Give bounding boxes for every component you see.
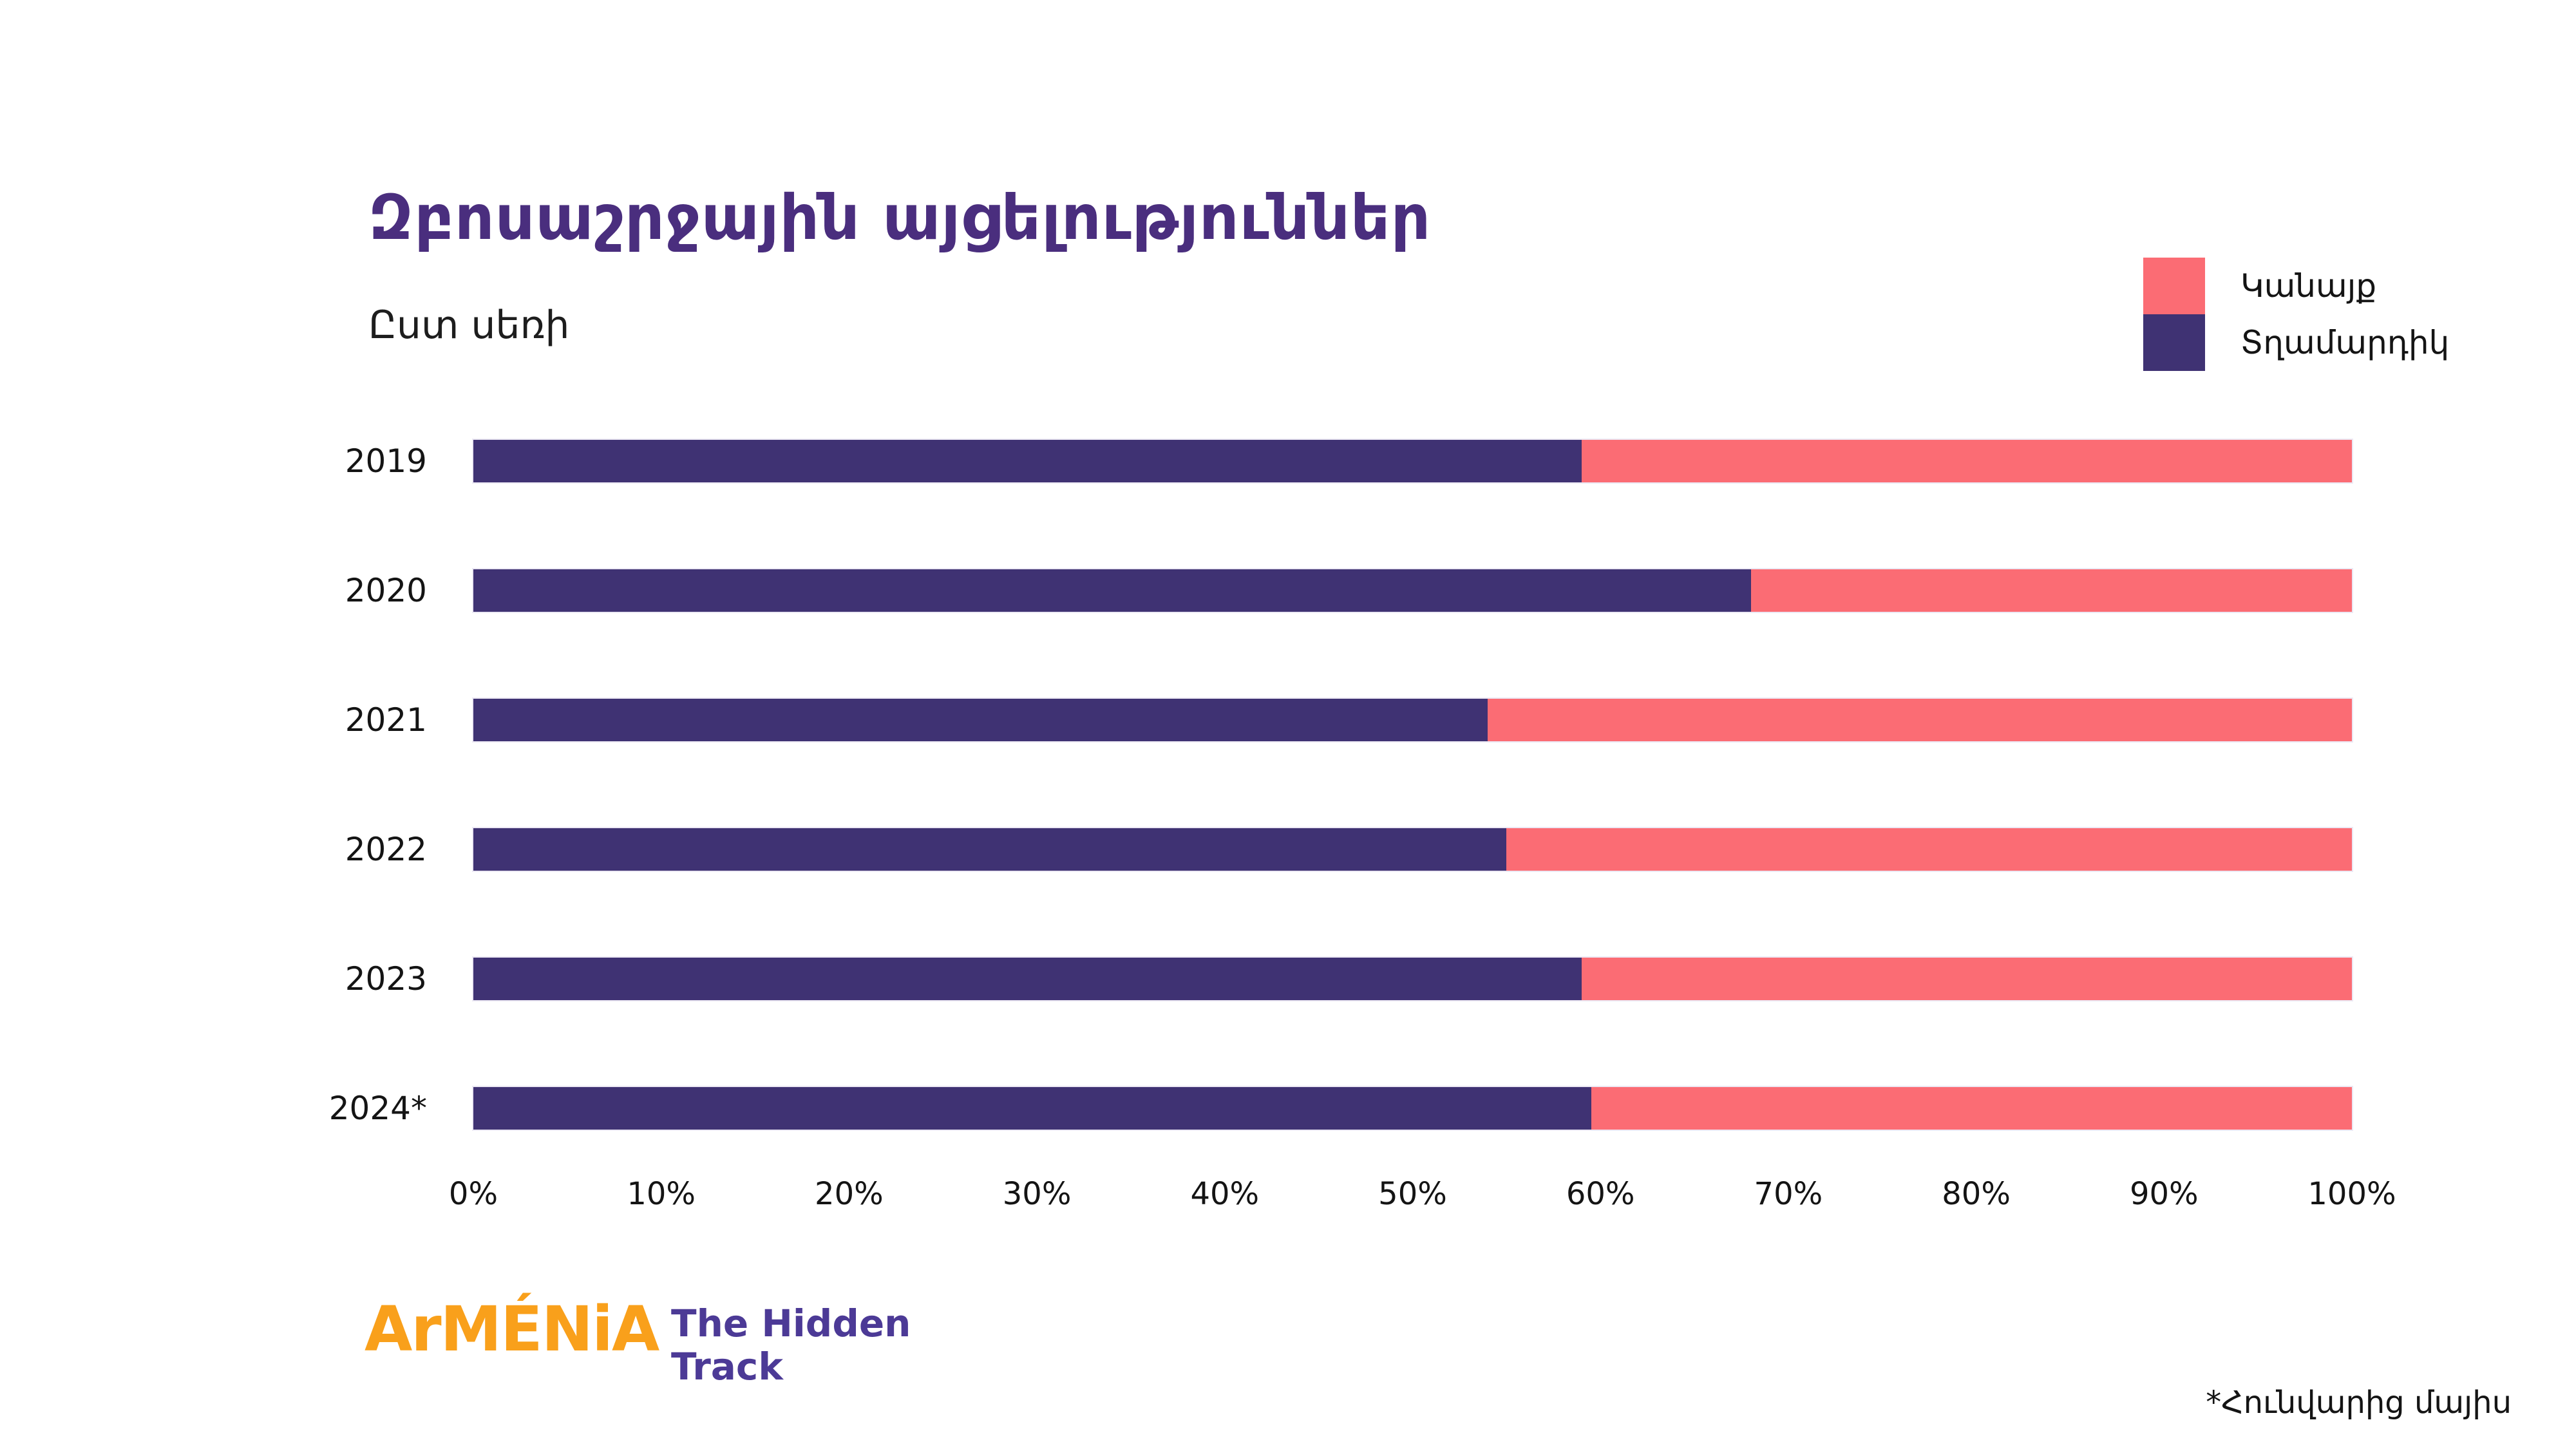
x-axis-tick: 20%	[815, 1176, 884, 1212]
x-axis-tick: 0%	[448, 1176, 498, 1212]
bar-segment-men	[473, 1087, 1591, 1130]
year-label: 2023	[345, 960, 427, 998]
legend: Կանայք Տղամարդիկ	[2143, 258, 2449, 371]
x-axis-tick: 90%	[2129, 1176, 2199, 1212]
logo-tagline-line2: Track	[671, 1345, 783, 1389]
bar-segment-women	[1750, 569, 2352, 612]
legend-swatch-women	[2143, 258, 2205, 314]
x-axis: 0% 10% 20% 30% 40% 50% 60% 70% 80% 90% 100%	[449, 1176, 2396, 1221]
x-axis-tick: 50%	[1378, 1176, 1447, 1212]
bar-segment-women	[1582, 440, 2352, 482]
bar-segment-women	[1591, 1087, 2352, 1130]
legend-label-women: Կանայք	[2240, 267, 2377, 305]
bar-segment-women	[1506, 828, 2352, 871]
bar-row-2024: 2024*	[329, 1087, 2352, 1130]
year-label: 2024*	[328, 1090, 427, 1127]
bar-row-2020: 2020	[345, 569, 2352, 612]
bar-segment-men	[473, 569, 1751, 612]
x-axis-tick: 40%	[1190, 1176, 1260, 1212]
footnote: *Հունվարից մայիս	[2206, 1385, 2512, 1421]
year-label: 2020	[345, 572, 427, 609]
bar-segment-men	[473, 828, 1507, 871]
bar-segment-women	[1488, 699, 2352, 741]
x-axis-tick: 70%	[1754, 1176, 1823, 1212]
year-label: 2021	[345, 701, 427, 739]
bar-chart: 2019 2020 2021 2022 2023 2024*	[329, 440, 2352, 1130]
armenia-logo: ArMÉNiA	[365, 1293, 659, 1365]
bar-segment-men	[473, 440, 1582, 482]
bar-row-2019: 2019	[345, 440, 2352, 482]
bar-rows: 2019 2020 2021 2022 2023 2024*	[329, 440, 2352, 1130]
logo-tagline-line1: The Hidden	[671, 1302, 911, 1345]
year-label: 2022	[345, 831, 427, 868]
x-axis-tick: 100%	[2307, 1176, 2396, 1212]
legend-item-men: Տղամարդիկ	[2143, 314, 2449, 371]
bar-row-2023: 2023	[345, 958, 2352, 1000]
bar-segment-men	[473, 958, 1582, 1000]
legend-item-women: Կանայք	[2143, 258, 2449, 314]
logo-tagline: The Hidden Track	[671, 1302, 911, 1389]
chart-subtitle: Ըստ սեռի	[368, 303, 570, 348]
x-axis-tick: 80%	[1942, 1176, 2011, 1212]
bar-segment-women	[1582, 958, 2352, 1000]
bar-row-2022: 2022	[345, 828, 2352, 871]
x-axis-tick: 60%	[1566, 1176, 1635, 1212]
chart-title: Զբոսաշրջային այցելություններ	[368, 182, 1432, 254]
year-label: 2019	[345, 442, 427, 480]
legend-swatch-men	[2143, 314, 2205, 371]
x-axis-tick: 10%	[627, 1176, 696, 1212]
x-axis-tick: 30%	[1002, 1176, 1072, 1212]
legend-label-men: Տղամարդիկ	[2240, 324, 2450, 361]
bar-row-2021: 2021	[345, 699, 2352, 741]
bar-segment-men	[473, 699, 1488, 741]
